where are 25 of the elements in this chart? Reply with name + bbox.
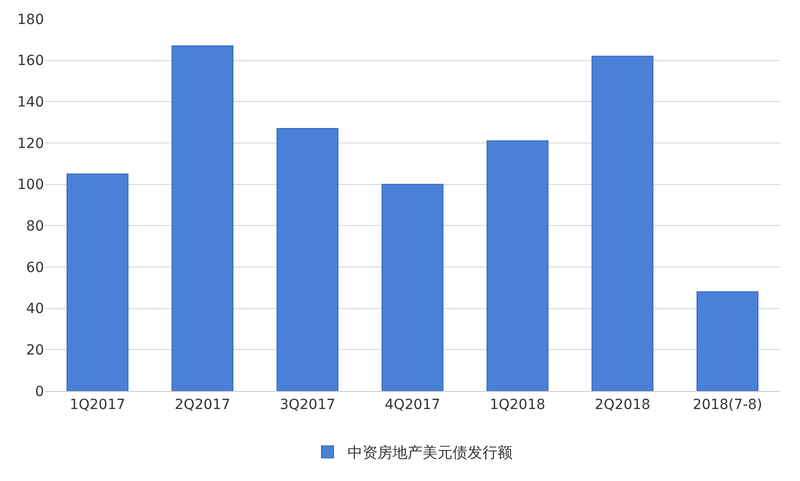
y-tick-label: 0	[35, 384, 44, 400]
x-tick-label: 4Q2017	[384, 396, 440, 413]
y-tick-label: 20	[26, 342, 44, 359]
y-tick-label: 160	[17, 53, 44, 70]
y-tick-label: 60	[26, 260, 44, 276]
x-tick-label: 2018(7-8)	[692, 396, 762, 413]
y-tick-label: 180	[17, 12, 44, 28]
x-tick-label: 2Q2018	[594, 396, 650, 413]
legend-label: 中资房地产美元债发行额	[348, 444, 512, 462]
bar	[66, 174, 128, 391]
y-tick-label: 140	[17, 94, 44, 111]
x-tick-label: 1Q2017	[70, 396, 126, 413]
y-tick-label: 80	[26, 218, 44, 235]
bar	[172, 45, 234, 391]
x-tick-label: 3Q2017	[280, 396, 336, 413]
y-tick-label: 40	[26, 301, 44, 318]
bar	[696, 291, 758, 391]
bar	[486, 140, 548, 391]
x-tick-label: 2Q2017	[174, 396, 230, 413]
bar	[382, 184, 444, 391]
bar	[276, 128, 338, 391]
x-tick-label: 1Q2018	[490, 396, 546, 413]
y-tick-label: 120	[17, 136, 44, 152]
y-tick-label: 100	[17, 177, 44, 194]
bar	[592, 56, 654, 391]
